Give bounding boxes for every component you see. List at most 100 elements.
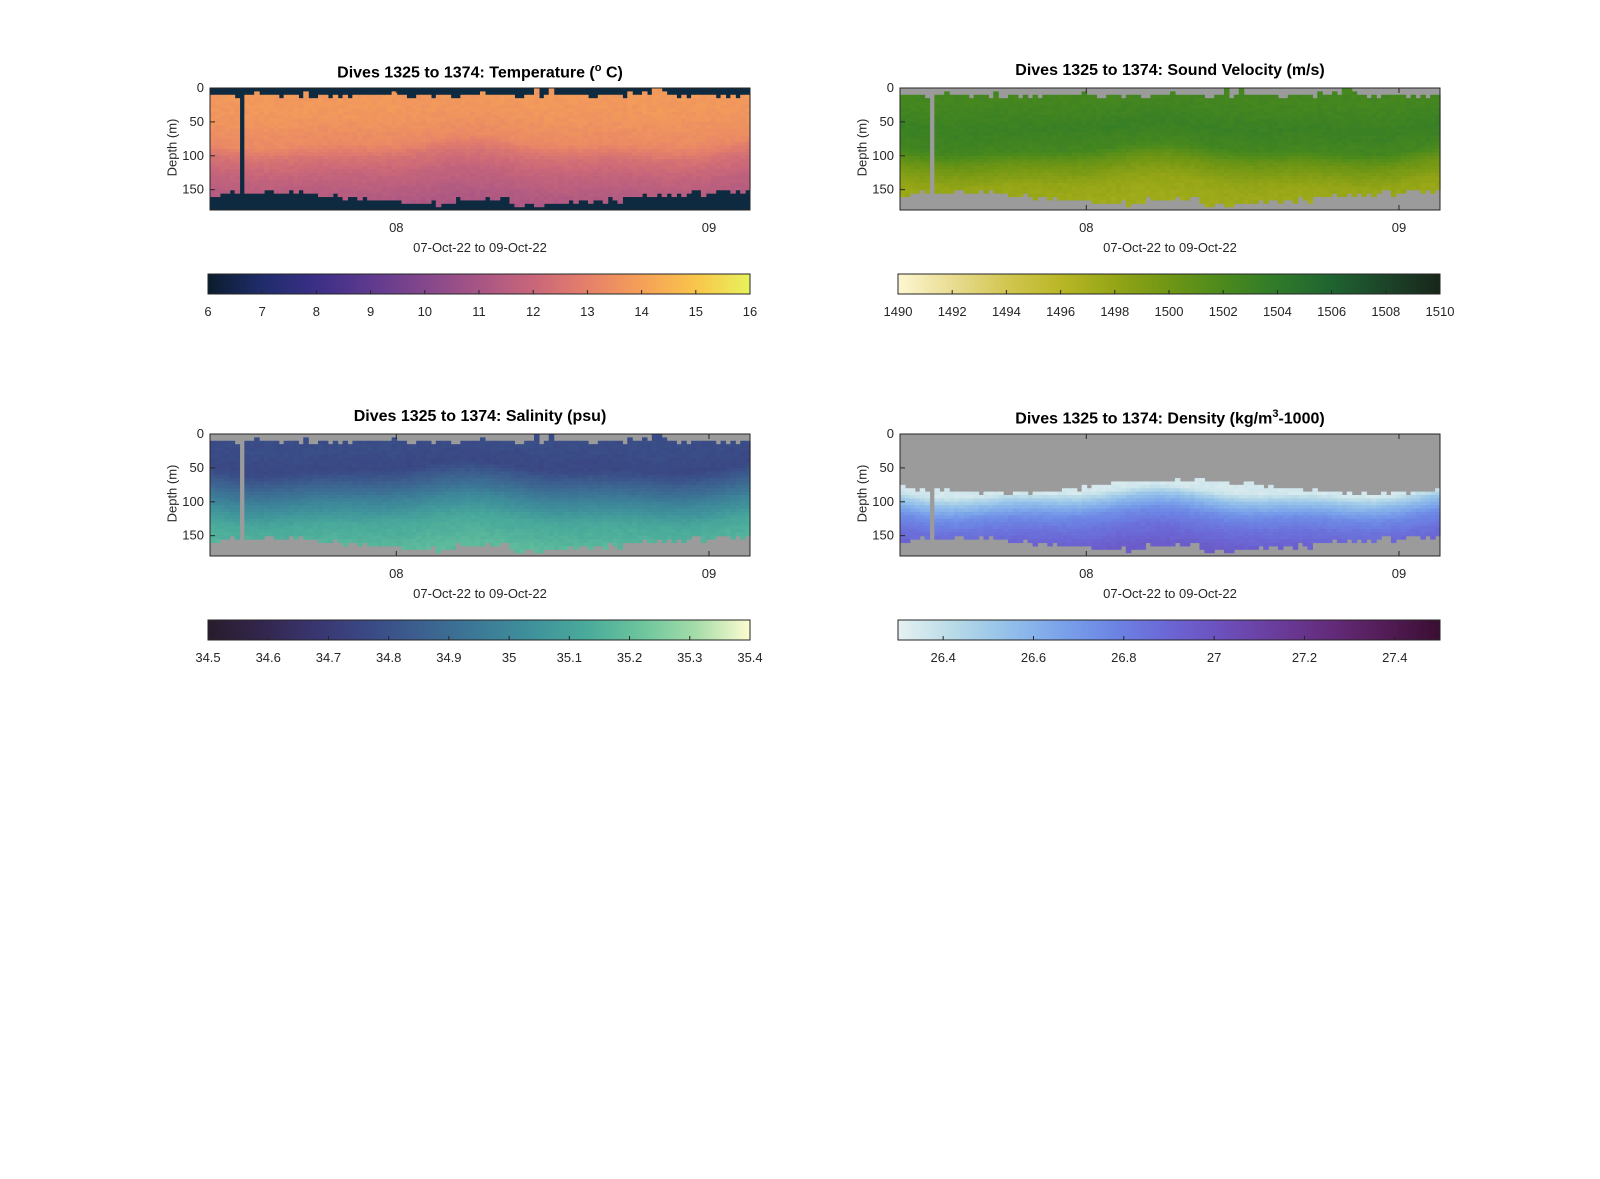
heatmap-cell <box>214 145 221 150</box>
heatmap-cell <box>548 145 555 150</box>
heatmap-cell <box>705 142 712 147</box>
heatmap-cell <box>1081 189 1088 194</box>
heatmap-cell <box>914 108 921 113</box>
heatmap-cell <box>1037 142 1043 147</box>
heatmap-cell <box>234 176 241 181</box>
heatmap-cell <box>347 132 353 137</box>
heatmap-cell <box>1135 169 1142 174</box>
heatmap-cell <box>696 111 702 116</box>
heatmap-cell <box>313 149 319 153</box>
heatmap-cell <box>993 186 999 191</box>
heatmap-cell <box>1071 98 1078 103</box>
heatmap-cell <box>406 193 412 198</box>
heatmap-cell <box>617 165 623 170</box>
heatmap-cell <box>676 111 682 116</box>
heatmap-cell <box>445 199 452 204</box>
heatmap-cell <box>264 132 270 137</box>
heatmap-cell <box>583 165 589 170</box>
heatmap-cell <box>612 108 619 113</box>
heatmap-cell <box>1116 132 1122 137</box>
heatmap-cell <box>318 159 324 164</box>
heatmap-cell <box>406 121 412 126</box>
heatmap-cell <box>327 159 334 164</box>
heatmap-cell <box>900 132 906 137</box>
heatmap-cell <box>352 108 358 113</box>
heatmap-cell <box>583 159 589 164</box>
heatmap-cell <box>583 152 589 157</box>
heatmap-cell <box>924 132 931 137</box>
heatmap-cell <box>499 98 506 103</box>
heatmap-cell <box>612 162 619 167</box>
heatmap-cell <box>1091 101 1097 106</box>
heatmap-cell <box>362 125 368 130</box>
heatmap-cell <box>480 196 486 201</box>
heatmap-cell <box>509 189 515 194</box>
heatmap-cell <box>958 128 965 133</box>
heatmap-cell <box>642 169 648 174</box>
heatmap-cell <box>1165 145 1171 150</box>
heatmap-cell <box>998 115 1004 120</box>
heatmap-cell <box>963 128 970 133</box>
heatmap-cell <box>681 121 687 126</box>
heatmap-cell <box>1042 132 1048 137</box>
heatmap-cell <box>1096 135 1102 140</box>
heatmap-cell <box>519 182 525 187</box>
heatmap-cell <box>725 138 731 143</box>
heatmap-cell <box>745 132 751 137</box>
heatmap-cell <box>730 152 736 157</box>
heatmap-cell <box>944 101 950 106</box>
heatmap-cell <box>978 179 985 184</box>
heatmap-cell <box>632 165 638 170</box>
heatmap-cell <box>303 179 309 184</box>
heatmap-cell <box>1052 111 1058 116</box>
heatmap-cell <box>1135 176 1142 181</box>
heatmap-cell <box>1066 121 1073 126</box>
heatmap-cell <box>1081 152 1088 157</box>
heatmap-cell <box>661 186 668 191</box>
heatmap-cell <box>1012 142 1019 147</box>
heatmap-cell <box>671 186 677 191</box>
heatmap-cell <box>700 128 707 133</box>
heatmap-cell <box>1076 121 1083 126</box>
heatmap-cell <box>1008 142 1014 147</box>
heatmap-cell <box>381 172 388 177</box>
heatmap-cell <box>1165 169 1171 174</box>
heatmap-cell <box>686 189 692 194</box>
heatmap-cell <box>303 118 309 123</box>
heatmap-cell <box>254 155 260 160</box>
heatmap-cell <box>347 128 353 133</box>
heatmap-cell <box>268 165 275 170</box>
heatmap-cell <box>244 125 250 130</box>
heatmap-cell <box>460 145 466 150</box>
heatmap-cell <box>421 152 427 157</box>
heatmap-cell <box>1012 182 1019 187</box>
heatmap-cell <box>715 179 722 184</box>
heatmap-cell <box>973 155 980 160</box>
heatmap-cell <box>993 169 999 174</box>
heatmap-cell <box>1165 138 1171 143</box>
heatmap-cell <box>367 165 373 170</box>
heatmap-cell <box>1130 125 1137 130</box>
heatmap-cell <box>676 98 682 103</box>
heatmap-cell <box>1076 98 1083 103</box>
heatmap-cell <box>705 152 712 157</box>
heatmap-cell <box>691 155 697 160</box>
heatmap-cell <box>671 121 677 126</box>
heatmap-cell <box>1160 159 1166 164</box>
heatmap-cell <box>632 108 638 113</box>
heatmap-cell <box>264 125 270 130</box>
heatmap-cell <box>254 138 260 143</box>
heatmap-cell <box>617 138 623 143</box>
heatmap-cell <box>313 182 319 187</box>
heatmap-cell <box>730 132 736 137</box>
heatmap-cell <box>1140 179 1147 184</box>
heatmap-cell <box>1037 179 1043 184</box>
heatmap-cell <box>963 186 970 191</box>
heatmap-cell <box>543 159 550 164</box>
heatmap-cell <box>725 98 731 103</box>
heatmap-cell <box>988 186 994 191</box>
heatmap-cell <box>543 149 550 153</box>
heatmap-cell <box>411 98 417 103</box>
heatmap-cell <box>954 132 960 137</box>
heatmap-cell <box>745 121 751 126</box>
